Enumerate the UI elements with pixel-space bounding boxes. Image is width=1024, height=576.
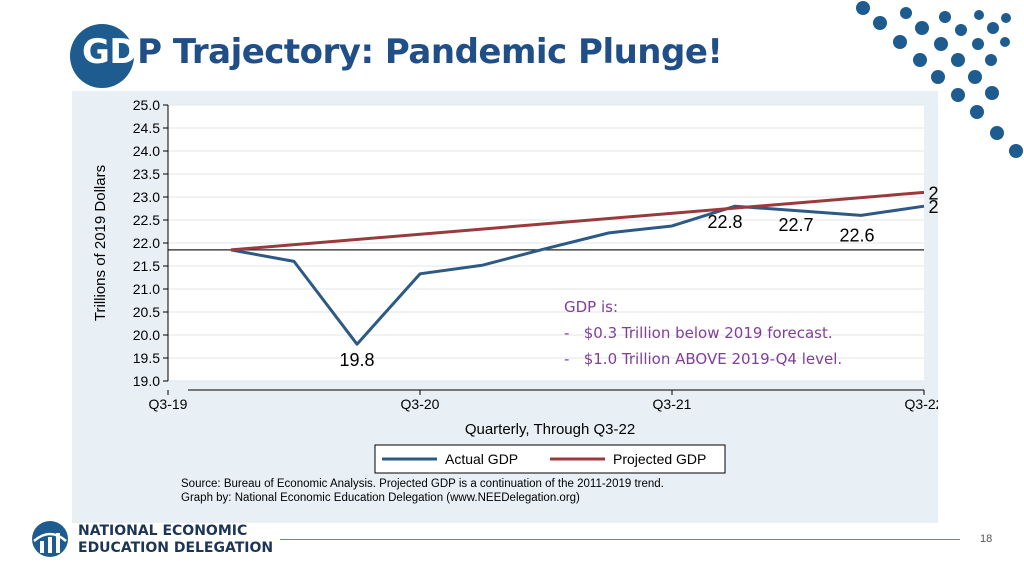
y-tick-label: 24.5 <box>133 120 160 136</box>
title-rest: P Trajectory: Pandemic Plunge! <box>137 32 723 72</box>
annotation-line-2: - $0.3 Trillion below 2019 forecast. <box>564 324 833 342</box>
x-axis-label: Quarterly, Through Q3-22 <box>465 421 635 438</box>
chart-panel: 25.0 24.5 24.0 23.5 23.0 22.5 22.0 21.5 21.0 20.5… <box>72 91 938 523</box>
logo-line-2: EDUCATION DELEGATION <box>78 540 274 556</box>
projected-gdp-line <box>230 190 925 252</box>
x-tick-label: Q3-21 <box>653 396 692 412</box>
source-line-2: Graph by: National Economic Education De… <box>181 492 580 504</box>
y-tick-label: 20.5 <box>133 304 160 320</box>
data-label: 22.8 <box>928 197 938 217</box>
y-axis-label: Trillions of 2019 Dollars <box>92 165 109 321</box>
title-prefix: GD <box>82 32 138 72</box>
decorative-dots <box>856 1 1023 158</box>
legend-actual-label: Actual GDP <box>445 451 518 467</box>
x-tick-label: Q3-20 <box>401 396 440 412</box>
data-label: 19.8 <box>339 350 374 370</box>
x-tick-label: Q3-22 <box>905 396 938 412</box>
page-number: 18 <box>980 533 993 545</box>
annotation-line-1: GDP is: <box>564 298 618 316</box>
y-tick-label: 22.5 <box>133 212 160 228</box>
gdp-line-chart: 25.0 24.5 24.0 23.5 23.0 22.5 22.0 21.5 21.0 20.5… <box>92 97 938 504</box>
footer-divider <box>280 539 960 540</box>
legend: Actual GDP Projected GDP <box>374 444 726 474</box>
y-tick-label: 21.0 <box>133 281 160 297</box>
actual-gdp-line <box>230 204 925 346</box>
annotation-line-3: - $1.0 Trillion ABOVE 2019-Q4 level. <box>564 350 842 368</box>
y-tick-label: 23.0 <box>133 189 160 205</box>
y-tick-label: 20.0 <box>133 327 160 343</box>
title-circle-accent <box>70 24 134 88</box>
y-tick-label: 22.0 <box>133 235 160 251</box>
y-tick-label: 25.0 <box>133 97 160 113</box>
page-title: GDP Trajectory: Pandemic Plunge! <box>82 32 723 72</box>
y-tick-label: 21.5 <box>133 258 160 274</box>
y-tick-label: 23.5 <box>133 166 160 182</box>
data-label: 23.1 <box>928 183 938 203</box>
logo-globe-icon <box>32 521 68 557</box>
data-label: 22.6 <box>839 225 874 245</box>
need-logo: NATIONAL ECONOMIC EDUCATION DELEGATION <box>30 519 274 559</box>
source-line-1: Source: Bureau of Economic Analysis. Pro… <box>181 478 664 490</box>
y-tick-label: 24.0 <box>133 143 160 159</box>
legend-projected-label: Projected GDP <box>613 451 706 467</box>
annotation-box: GDP is: - $0.3 Trillion below 2019 forec… <box>564 298 842 368</box>
data-label: 22.7 <box>778 215 813 235</box>
data-label: 22.8 <box>707 212 742 232</box>
x-tick-label: Q3-19 <box>149 396 188 412</box>
logo-line-1: NATIONAL ECONOMIC <box>78 523 248 539</box>
y-tick-label: 19.0 <box>133 373 160 389</box>
y-tick-label: 19.5 <box>133 350 160 366</box>
